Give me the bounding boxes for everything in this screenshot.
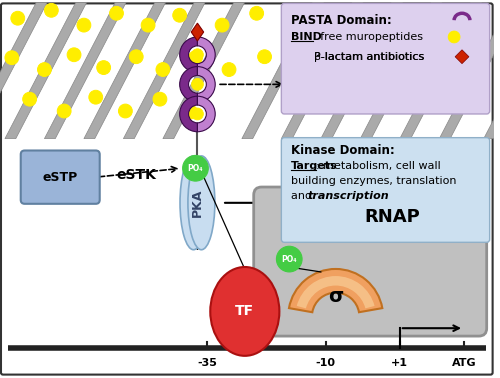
Circle shape	[192, 78, 203, 90]
Circle shape	[222, 63, 236, 76]
Circle shape	[470, 18, 484, 32]
Circle shape	[5, 51, 19, 65]
Polygon shape	[5, 2, 86, 139]
Circle shape	[258, 50, 272, 64]
Text: PO₄: PO₄	[188, 164, 204, 173]
Circle shape	[350, 18, 364, 32]
Circle shape	[77, 18, 91, 32]
Text: PO₄: PO₄	[282, 255, 297, 263]
Text: ATG: ATG	[452, 358, 476, 368]
Text: transcription: transcription	[307, 191, 388, 201]
Circle shape	[438, 60, 451, 74]
Text: eSTK: eSTK	[116, 168, 156, 182]
Polygon shape	[440, 2, 500, 139]
Text: P-lactam antibiotics: P-lactam antibiotics	[314, 52, 424, 62]
Circle shape	[276, 246, 302, 272]
Circle shape	[188, 51, 202, 65]
Text: RNAP: RNAP	[364, 208, 420, 226]
FancyBboxPatch shape	[282, 3, 490, 114]
Circle shape	[416, 18, 430, 32]
FancyBboxPatch shape	[254, 187, 486, 336]
Circle shape	[153, 92, 167, 106]
Text: and: and	[291, 191, 316, 201]
Circle shape	[250, 6, 264, 20]
Circle shape	[319, 6, 332, 20]
Circle shape	[406, 48, 419, 62]
Wedge shape	[289, 269, 382, 312]
Circle shape	[448, 31, 460, 43]
Circle shape	[96, 60, 110, 74]
Polygon shape	[455, 50, 469, 64]
Text: Kinase Domain:: Kinase Domain:	[291, 144, 395, 157]
Circle shape	[156, 63, 170, 76]
Circle shape	[373, 58, 387, 71]
FancyBboxPatch shape	[20, 150, 100, 204]
Polygon shape	[360, 2, 442, 139]
Text: TF: TF	[236, 304, 255, 318]
Ellipse shape	[180, 156, 207, 250]
Polygon shape	[163, 2, 244, 139]
Circle shape	[284, 18, 298, 32]
Polygon shape	[484, 2, 500, 139]
Wedge shape	[180, 67, 198, 102]
Circle shape	[465, 51, 479, 65]
Wedge shape	[180, 37, 198, 73]
Polygon shape	[0, 2, 47, 139]
Text: -35: -35	[198, 358, 217, 368]
Text: eSTP: eSTP	[42, 170, 78, 184]
Circle shape	[22, 92, 36, 106]
Polygon shape	[84, 2, 166, 139]
Circle shape	[58, 104, 71, 118]
Text: BIND: BIND	[291, 32, 322, 42]
Text: : free muropeptides: : free muropeptides	[313, 32, 423, 42]
Circle shape	[118, 104, 132, 118]
Text: -10: -10	[316, 358, 336, 368]
Polygon shape	[242, 2, 324, 139]
Circle shape	[383, 8, 397, 22]
Ellipse shape	[188, 156, 215, 250]
FancyBboxPatch shape	[282, 138, 490, 242]
Wedge shape	[180, 96, 198, 132]
Circle shape	[184, 105, 198, 119]
Circle shape	[89, 90, 102, 104]
Ellipse shape	[210, 267, 280, 356]
Wedge shape	[198, 37, 215, 73]
Circle shape	[141, 18, 155, 32]
Polygon shape	[44, 2, 126, 139]
Circle shape	[11, 11, 24, 25]
Polygon shape	[282, 2, 363, 139]
Circle shape	[130, 50, 143, 64]
Text: : metabolism, cell wall: : metabolism, cell wall	[316, 161, 440, 171]
Wedge shape	[198, 96, 215, 132]
Text: PASTA Domain:: PASTA Domain:	[291, 14, 392, 27]
Circle shape	[215, 18, 229, 32]
Text: β-lactam antibiotics: β-lactam antibiotics	[314, 52, 424, 62]
Text: +1: +1	[392, 358, 408, 368]
Circle shape	[44, 3, 58, 17]
FancyBboxPatch shape	[1, 3, 492, 375]
Wedge shape	[296, 276, 374, 308]
Polygon shape	[400, 2, 481, 139]
Circle shape	[173, 8, 186, 22]
Text: PKA: PKA	[191, 189, 204, 217]
Circle shape	[445, 8, 459, 22]
Polygon shape	[321, 2, 402, 139]
Circle shape	[192, 49, 203, 60]
Text: Targets: Targets	[291, 161, 338, 171]
Polygon shape	[124, 2, 205, 139]
Circle shape	[110, 6, 124, 20]
Circle shape	[192, 108, 203, 120]
Circle shape	[182, 155, 208, 181]
Circle shape	[67, 48, 81, 62]
Text: building enzymes, translation: building enzymes, translation	[291, 176, 456, 186]
Text: σ: σ	[328, 287, 344, 306]
Wedge shape	[198, 67, 215, 102]
Polygon shape	[191, 23, 203, 41]
Circle shape	[38, 63, 52, 76]
